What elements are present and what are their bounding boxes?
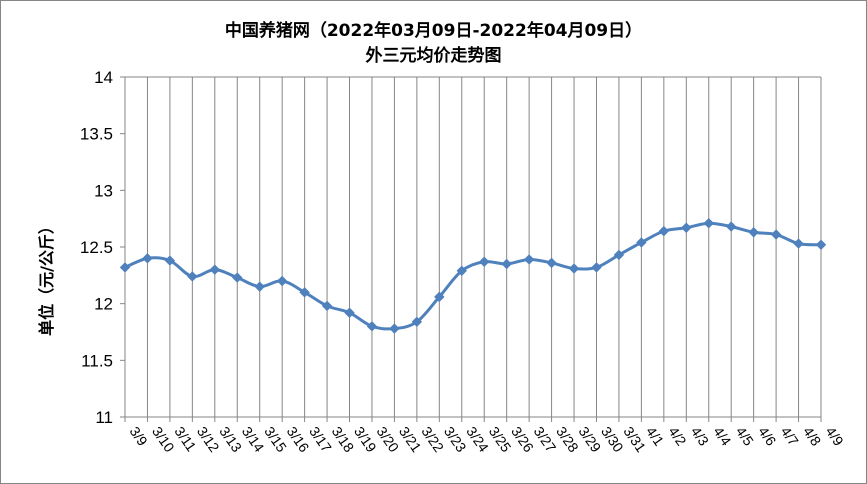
x-tick-label: 3/23 xyxy=(441,424,470,456)
data-point xyxy=(187,271,198,282)
x-tick-label: 3/16 xyxy=(284,424,313,456)
data-point xyxy=(321,300,333,312)
x-tick-label: 3/25 xyxy=(486,424,515,456)
x-tick-label: 3/14 xyxy=(239,424,268,456)
y-tick-label: 11 xyxy=(95,408,113,427)
x-tick-label: 3/29 xyxy=(576,424,605,456)
x-tick-label: 3/27 xyxy=(531,424,560,456)
data-point xyxy=(164,255,176,266)
x-tick-label: 4/2 xyxy=(665,424,689,449)
data-point xyxy=(725,221,737,232)
data-point xyxy=(770,229,782,240)
x-tick-label: 4/3 xyxy=(688,424,712,449)
x-tick-label: 4/9 xyxy=(823,424,847,449)
chart-subtitle: 外三元均价走势图 xyxy=(365,46,502,66)
data-point xyxy=(523,254,535,265)
x-tick-label: 3/13 xyxy=(216,424,245,456)
chart-title: 中国养猪网（2022年03月09日-2022年04月09日） xyxy=(224,21,643,41)
x-tick-label: 3/31 xyxy=(620,424,649,456)
y-tick-label: 12.5 xyxy=(80,238,113,257)
data-point xyxy=(501,258,512,270)
y-tick-label: 12 xyxy=(94,295,113,314)
x-tick-label: 3/28 xyxy=(553,424,582,456)
data-point xyxy=(748,227,759,238)
x-tick-label: 3/9 xyxy=(127,424,151,449)
data-point xyxy=(681,222,692,233)
y-tick-label: 11.5 xyxy=(81,351,113,370)
x-tick-label: 3/12 xyxy=(194,424,223,456)
series-line xyxy=(124,221,822,331)
y-tick-label: 14 xyxy=(94,68,113,87)
data-point xyxy=(434,291,445,303)
x-tick-label: 4/4 xyxy=(710,424,734,449)
data-point xyxy=(142,253,153,264)
data-point xyxy=(209,264,221,275)
x-tick-label: 4/7 xyxy=(778,424,802,449)
data-point xyxy=(703,217,714,229)
data-point xyxy=(613,249,625,261)
data-point xyxy=(366,321,378,332)
data-point xyxy=(344,307,355,318)
x-tick-label: 3/26 xyxy=(508,424,537,456)
data-point xyxy=(658,225,670,237)
x-tick-label: 4/5 xyxy=(733,424,757,449)
x-tick-label: 3/10 xyxy=(149,424,178,456)
x-tick-label: 3/17 xyxy=(306,424,335,456)
data-point xyxy=(276,275,288,287)
x-tick-label: 3/11 xyxy=(171,424,199,455)
y-tick-label: 13 xyxy=(94,181,113,200)
data-point xyxy=(254,281,265,292)
data-point xyxy=(389,323,400,334)
data-point xyxy=(591,262,602,273)
x-tick-label: 3/18 xyxy=(329,424,358,456)
x-tick-label: 3/19 xyxy=(351,424,380,456)
x-tick-label: 4/8 xyxy=(800,424,824,449)
x-tick-label: 3/22 xyxy=(418,424,447,456)
x-tick-label: 3/24 xyxy=(463,424,492,456)
x-tick-label: 3/15 xyxy=(261,424,290,456)
data-point xyxy=(119,262,131,273)
data-point xyxy=(299,287,310,298)
x-tick-label: 4/6 xyxy=(755,424,779,449)
data-point xyxy=(568,263,580,274)
x-tick-label: 3/21 xyxy=(396,424,425,456)
x-tick-label: 3/30 xyxy=(598,424,627,456)
data-point xyxy=(815,239,827,250)
data-point xyxy=(411,316,423,328)
y-tick-label: 13.5 xyxy=(80,125,113,144)
data-point xyxy=(636,237,647,248)
x-tick-label: 3/20 xyxy=(374,424,403,456)
data-point xyxy=(232,272,243,283)
data-point xyxy=(479,256,490,267)
data-point xyxy=(456,265,467,277)
data-point xyxy=(793,238,804,249)
data-point xyxy=(546,257,557,269)
